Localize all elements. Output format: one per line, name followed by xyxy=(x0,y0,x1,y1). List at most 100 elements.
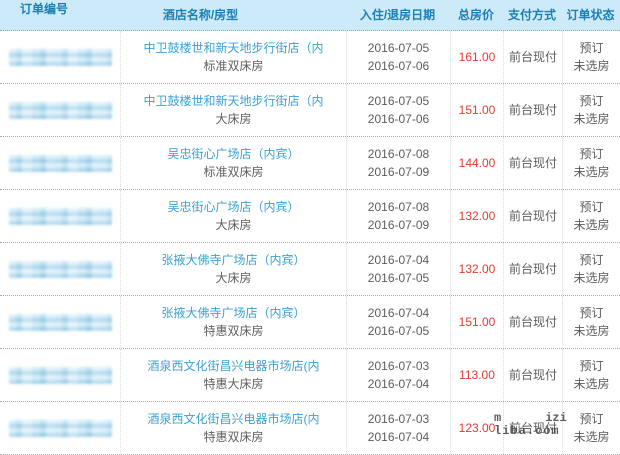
order-status-line2: 未选房 xyxy=(573,165,610,179)
payment-cell: 前台现付 xyxy=(504,402,563,454)
hotel-name-link[interactable]: 张掖大佛寺广场店（内宾） xyxy=(161,306,306,320)
order-status-line1: 预订 xyxy=(579,306,604,320)
header-hotel-label: 酒店名称/房型 xyxy=(162,8,239,22)
checkout-date: 2016-07-04 xyxy=(367,377,430,391)
order-number-cell xyxy=(0,137,121,189)
total-price: 132.00 xyxy=(458,209,496,223)
checkout-date: 2016-07-09 xyxy=(367,165,430,179)
order-status-line1: 预订 xyxy=(579,41,604,55)
order-status-line1: 预订 xyxy=(579,412,604,426)
checkin-date: 2016-07-08 xyxy=(367,200,430,214)
dates-cell: 2016-07-03 2016-07-04 xyxy=(347,402,451,454)
table-row: 酒泉西文化街昌兴电器市场店(内 特惠双床房 2016-07-03 2016-07… xyxy=(0,402,620,455)
hotel-cell: 中卫鼓楼世和新天地步行街店（内 标准双床房 xyxy=(121,31,347,83)
table-row: 张掖大佛寺广场店（内宾） 大床房 2016-07-04 2016-07-05 1… xyxy=(0,243,620,296)
status-cell: 预订 未选房 xyxy=(563,190,620,242)
checkin-date: 2016-07-03 xyxy=(367,359,430,373)
header-order-number-label: 订单编号 xyxy=(20,2,69,16)
room-type: 大床房 xyxy=(215,112,252,126)
payment-method: 前台现付 xyxy=(508,421,557,435)
checkin-date: 2016-07-08 xyxy=(367,147,430,161)
status-cell: 预订 未选房 xyxy=(563,296,620,348)
hotel-cell: 吴忠街心广场店（内宾） 大床房 xyxy=(121,190,347,242)
price-cell: 123.00 xyxy=(451,402,504,454)
hotel-name-link[interactable]: 吴忠街心广场店（内宾） xyxy=(167,200,300,214)
hotel-cell: 中卫鼓楼世和新天地步行街店（内 大床房 xyxy=(121,84,347,136)
hotel-cell: 吴忠街心广场店（内宾） 标准双床房 xyxy=(121,137,347,189)
payment-cell: 前台现付 xyxy=(504,31,563,83)
room-type: 大床房 xyxy=(215,218,252,232)
price-cell: 144.00 xyxy=(451,137,504,189)
checkin-date: 2016-07-03 xyxy=(367,412,430,426)
header-payment-label: 支付方式 xyxy=(507,8,556,22)
order-status-line2: 未选房 xyxy=(573,271,610,285)
checkout-date: 2016-07-06 xyxy=(367,112,430,126)
hotel-name-link[interactable]: 中卫鼓楼世和新天地步行街店（内 xyxy=(143,94,324,108)
checkin-date: 2016-07-05 xyxy=(367,94,430,108)
order-status-line1: 预订 xyxy=(579,147,604,161)
header-hotel: 酒店名称/房型 xyxy=(120,0,346,30)
table-row: 中卫鼓楼世和新天地步行街店（内 大床房 2016-07-05 2016-07-0… xyxy=(0,84,620,137)
payment-cell: 前台现付 xyxy=(504,296,563,348)
header-status: 订单状态 xyxy=(562,0,620,30)
hotel-cell: 酒泉西文化街昌兴电器市场店(内 特惠大床房 xyxy=(121,349,347,401)
total-price: 161.00 xyxy=(458,50,496,64)
price-cell: 151.00 xyxy=(451,84,504,136)
checkin-date: 2016-07-05 xyxy=(367,41,430,55)
hotel-name-link[interactable]: 中卫鼓楼世和新天地步行街店（内 xyxy=(143,41,324,55)
room-type: 特惠大床房 xyxy=(203,377,264,391)
order-status-line2: 未选房 xyxy=(573,430,610,444)
payment-method: 前台现付 xyxy=(508,368,557,382)
order-status-line2: 未选房 xyxy=(573,59,610,73)
hotel-name-link[interactable]: 张掖大佛寺广场店（内宾） xyxy=(161,253,306,267)
checkout-date: 2016-07-06 xyxy=(367,59,430,73)
checkin-date: 2016-07-04 xyxy=(367,253,430,267)
order-number-cell xyxy=(0,190,121,242)
order-status-line1: 预订 xyxy=(579,200,604,214)
payment-method: 前台现付 xyxy=(508,209,557,223)
order-status-line1: 预订 xyxy=(579,359,604,373)
status-cell: 预订 未选房 xyxy=(563,31,620,83)
dates-cell: 2016-07-05 2016-07-06 xyxy=(347,31,451,83)
checkout-date: 2016-07-09 xyxy=(367,218,430,232)
status-cell: 预订 未选房 xyxy=(563,243,620,295)
order-status-line1: 预订 xyxy=(579,253,604,267)
payment-method: 前台现付 xyxy=(508,103,557,117)
order-status-line2: 未选房 xyxy=(573,377,610,391)
total-price: 144.00 xyxy=(458,156,496,170)
total-price: 151.00 xyxy=(458,315,496,329)
status-cell: 预订 未选房 xyxy=(563,349,620,401)
payment-cell: 前台现付 xyxy=(504,84,563,136)
dates-cell: 2016-07-08 2016-07-09 xyxy=(347,190,451,242)
header-price-label: 总房价 xyxy=(457,8,494,22)
payment-method: 前台现付 xyxy=(508,262,557,276)
order-number-cell xyxy=(0,402,121,454)
checkin-date: 2016-07-04 xyxy=(367,306,430,320)
table-header-row: 订单编号 酒店名称/房型 入住/退房日期 总房价 支付方式 订单状态 xyxy=(0,0,620,31)
hotel-name-link[interactable]: 酒泉西文化街昌兴电器市场店(内 xyxy=(147,412,320,426)
room-type: 特惠双床房 xyxy=(203,430,264,444)
room-type: 大床房 xyxy=(215,271,252,285)
total-price: 132.00 xyxy=(458,262,496,276)
price-cell: 132.00 xyxy=(451,243,504,295)
checkout-date: 2016-07-05 xyxy=(367,324,430,338)
order-number-redacted xyxy=(9,48,112,66)
payment-cell: 前台现付 xyxy=(504,190,563,242)
room-type: 标准双床房 xyxy=(203,165,264,179)
room-type: 标准双床房 xyxy=(203,59,264,73)
order-number-cell xyxy=(0,84,121,136)
dates-cell: 2016-07-04 2016-07-05 xyxy=(347,296,451,348)
total-price: 113.00 xyxy=(459,368,495,382)
header-dates-label: 入住/退房日期 xyxy=(359,8,436,22)
order-number-cell xyxy=(0,296,121,348)
hotel-name-link[interactable]: 吴忠街心广场店（内宾） xyxy=(167,147,300,161)
header-status-label: 订单状态 xyxy=(566,8,615,22)
order-number-redacted xyxy=(9,313,112,331)
price-cell: 161.00 xyxy=(451,31,504,83)
header-dates: 入住/退房日期 xyxy=(346,0,450,30)
payment-cell: 前台现付 xyxy=(504,243,563,295)
payment-cell: 前台现付 xyxy=(504,349,563,401)
hotel-name-link[interactable]: 酒泉西文化街昌兴电器市场店(内 xyxy=(147,359,320,373)
order-status-line2: 未选房 xyxy=(573,112,610,126)
